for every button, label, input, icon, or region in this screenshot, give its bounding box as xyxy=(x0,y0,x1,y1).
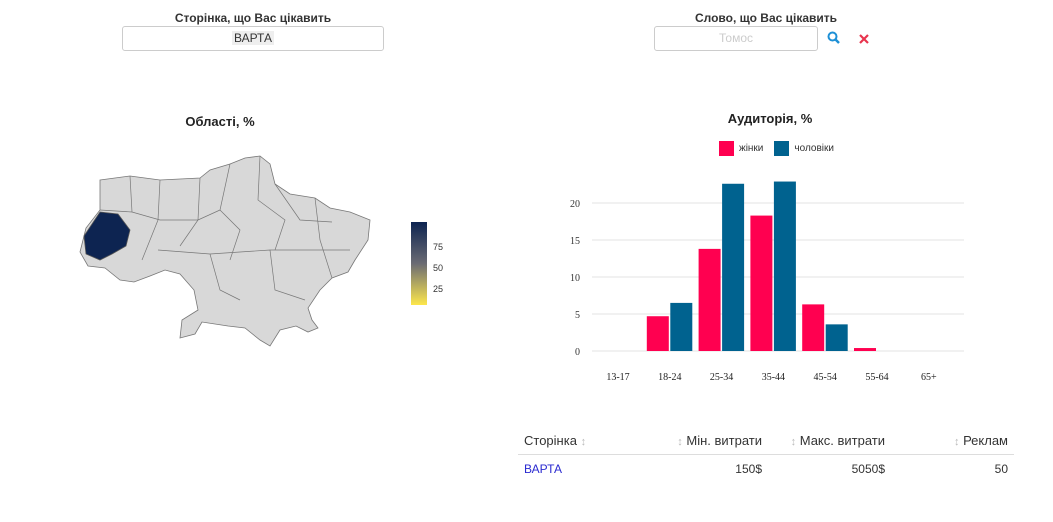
column-header-ads[interactable]: ↕ Реклам xyxy=(954,433,1008,448)
column-header-min[interactable]: ↕ Мін. витрати xyxy=(677,433,762,448)
bar-men[interactable] xyxy=(825,324,848,351)
word-filter-label: Слово, що Вас цікавить xyxy=(694,11,838,25)
x-tick-label: 55-64 xyxy=(865,372,888,383)
ads-cell: 50 xyxy=(994,462,1008,476)
table-row: ВАРТА 150$ 5050$ 50 xyxy=(518,456,1014,482)
bar-women[interactable] xyxy=(750,215,773,351)
min-spend-cell: 150$ xyxy=(735,462,762,476)
y-tick-label: 0 xyxy=(575,347,580,358)
x-tick-label: 18-24 xyxy=(658,372,681,383)
ukraine-map xyxy=(79,155,371,347)
bar-men[interactable] xyxy=(670,302,693,351)
x-tick-label: 13-17 xyxy=(606,372,629,383)
map-regions xyxy=(79,155,371,347)
search-icon[interactable] xyxy=(826,30,842,46)
y-tick-label: 20 xyxy=(570,199,580,210)
x-tick-label: 25-34 xyxy=(710,372,733,383)
audience-chart: 0 5 10 15 20 13-17 18-24 25-34 35-44 45-54 55-64 65… xyxy=(570,181,964,383)
sort-icon[interactable]: ↕ xyxy=(677,436,683,448)
map-region-lviv xyxy=(83,211,131,261)
header-label: Реклам xyxy=(963,433,1008,448)
colorbar-tick: 50 xyxy=(433,263,444,273)
word-search-input[interactable]: Томос xyxy=(654,26,818,51)
colorbar-ticks: 75 50 25 xyxy=(433,237,443,300)
x-tick-label: 65+ xyxy=(921,372,937,383)
header-label: Макс. витрати xyxy=(799,433,885,448)
legend-label: жінки xyxy=(739,143,764,154)
legend-label: чоловіки xyxy=(794,143,834,154)
chart-legend: жінки чоловіки xyxy=(719,141,834,156)
chart-title: Аудиторія, % xyxy=(727,111,813,126)
header-label: Сторінка xyxy=(524,433,577,448)
max-spend-cell: 5050$ xyxy=(851,462,885,476)
colorbar-tick: 25 xyxy=(433,284,444,294)
column-header-page[interactable]: Сторінка ↕ xyxy=(524,433,586,448)
x-tick-label: 45-54 xyxy=(814,372,837,383)
sort-icon[interactable]: ↕ xyxy=(580,436,587,448)
map-title: Області, % xyxy=(185,114,255,129)
colorbar-tick: 75 xyxy=(433,242,444,252)
close-icon[interactable] xyxy=(858,32,870,44)
y-tick-label: 10 xyxy=(570,273,580,284)
page-link[interactable]: ВАРТА xyxy=(524,462,563,476)
bar-women[interactable] xyxy=(802,304,825,351)
bar-men[interactable] xyxy=(773,181,796,351)
colorbar xyxy=(411,222,427,305)
bar-men[interactable] xyxy=(722,183,745,351)
y-tick-label: 15 xyxy=(570,236,580,247)
bar-women[interactable] xyxy=(698,248,721,351)
legend-swatch-women[interactable] xyxy=(719,141,734,156)
legend-swatch-men[interactable] xyxy=(774,141,790,156)
sort-icon[interactable]: ↕ xyxy=(790,436,797,448)
map-region-borders xyxy=(99,155,350,301)
sort-icon[interactable]: ↕ xyxy=(953,436,960,448)
page-filter-value: ВАРТА xyxy=(231,31,274,45)
table-header: Сторінка ↕ ↕ Мін. витрати ↕ Макс. витрат… xyxy=(518,430,1014,455)
bar-women[interactable] xyxy=(854,348,876,351)
x-tick-label: 35-44 xyxy=(762,372,785,383)
y-tick-label: 5 xyxy=(575,310,580,321)
header-label: Мін. витрати xyxy=(686,433,762,448)
page-filter-input[interactable]: ВАРТА xyxy=(122,26,384,51)
bar-women[interactable] xyxy=(646,316,669,351)
page-filter-label: Сторінка, що Вас цікавить xyxy=(174,11,332,25)
column-header-max[interactable]: ↕ Макс. витрати xyxy=(791,433,885,448)
